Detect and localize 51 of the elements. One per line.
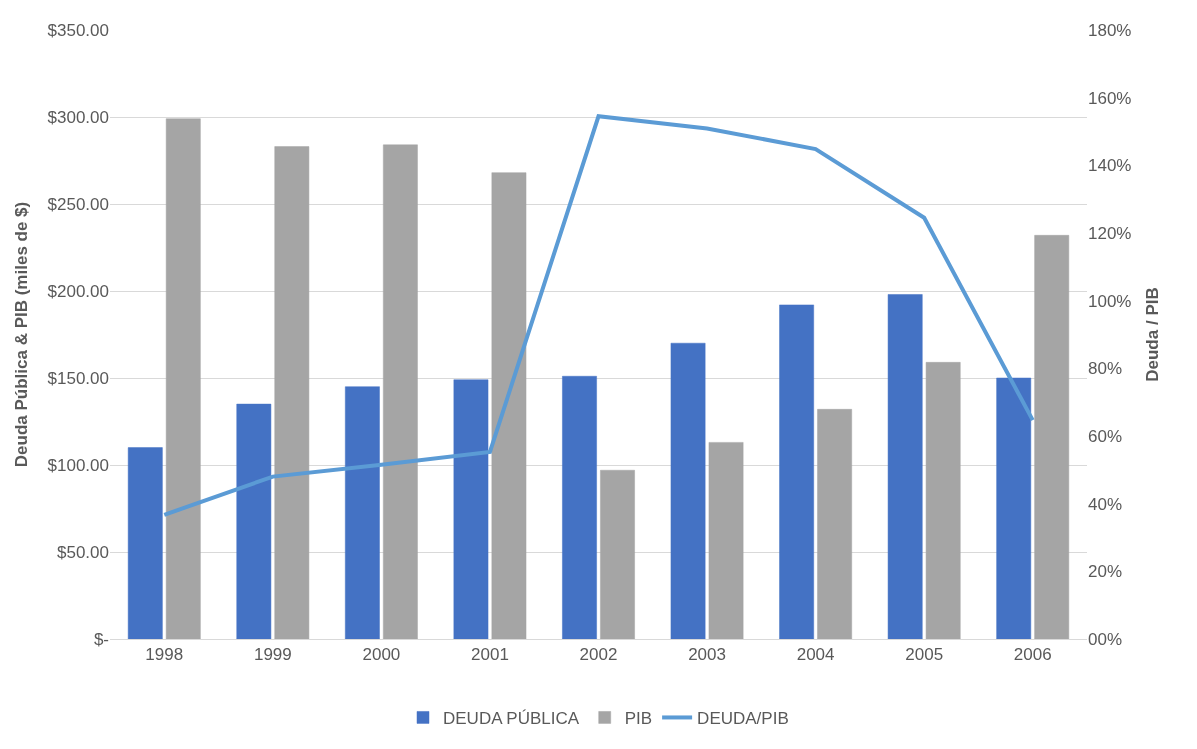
y2-tick-label: 140% — [1088, 156, 1132, 176]
y-tick-label: $100.00 — [47, 455, 109, 475]
y-tick-label: $150.00 — [47, 368, 109, 388]
x-tick-label: 1998 — [145, 645, 184, 665]
y2-tick-label: 60% — [1088, 426, 1123, 446]
x-tick-label: 2003 — [688, 645, 726, 665]
bar — [996, 377, 1032, 639]
y2-tick-label: 80% — [1088, 359, 1123, 379]
x-tick-label: 2005 — [905, 645, 944, 665]
bar — [817, 409, 852, 639]
y-tick-label: $300.00 — [47, 107, 109, 127]
bar — [925, 362, 961, 639]
y2-tick-label: 180% — [1088, 20, 1132, 40]
x-tick-label: 2006 — [1013, 645, 1052, 665]
y2-tick-label: 100% — [1088, 291, 1132, 311]
y2-tick-label: 40% — [1088, 494, 1123, 514]
bar — [165, 118, 201, 639]
y2-axis-title: Deuda / PIB — [1142, 287, 1162, 382]
bar — [887, 294, 923, 639]
bar — [345, 386, 380, 639]
y-tick-label: $- — [93, 629, 109, 649]
y-tick-label: $200.00 — [47, 281, 109, 301]
x-tick-label: 2004 — [796, 645, 835, 665]
y2-tick-label: 00% — [1088, 629, 1123, 649]
bar — [453, 379, 489, 639]
bar — [562, 376, 597, 639]
x-tick-label: 2002 — [579, 645, 618, 665]
y2-tick-label: 160% — [1088, 88, 1132, 108]
bar — [779, 304, 814, 639]
bar — [1034, 235, 1070, 639]
x-tick-label: 2000 — [362, 645, 401, 665]
y-tick-label: $50.00 — [57, 542, 109, 562]
legend-label: PIB — [624, 709, 653, 729]
bar — [383, 144, 418, 639]
bar — [670, 342, 706, 639]
y-tick-label: $350.00 — [47, 20, 109, 40]
bar — [127, 447, 163, 639]
bar — [600, 469, 635, 639]
line-series — [162, 114, 1035, 517]
bar — [236, 403, 272, 639]
bar — [274, 146, 310, 639]
y-axis-title: Deuda Pública & PIB (miles de $) — [12, 201, 32, 468]
y2-tick-label: 20% — [1088, 562, 1123, 582]
y2-tick-label: 120% — [1088, 223, 1132, 243]
y-tick-label: $250.00 — [47, 194, 109, 214]
x-tick-label: 2001 — [471, 645, 509, 665]
x-tick-label: 1999 — [253, 645, 292, 665]
bar — [708, 442, 744, 639]
legend-label: DEUDA/PIB — [697, 709, 789, 729]
bar — [491, 172, 527, 639]
legend-label: DEUDA PÚBLICA — [443, 709, 580, 729]
